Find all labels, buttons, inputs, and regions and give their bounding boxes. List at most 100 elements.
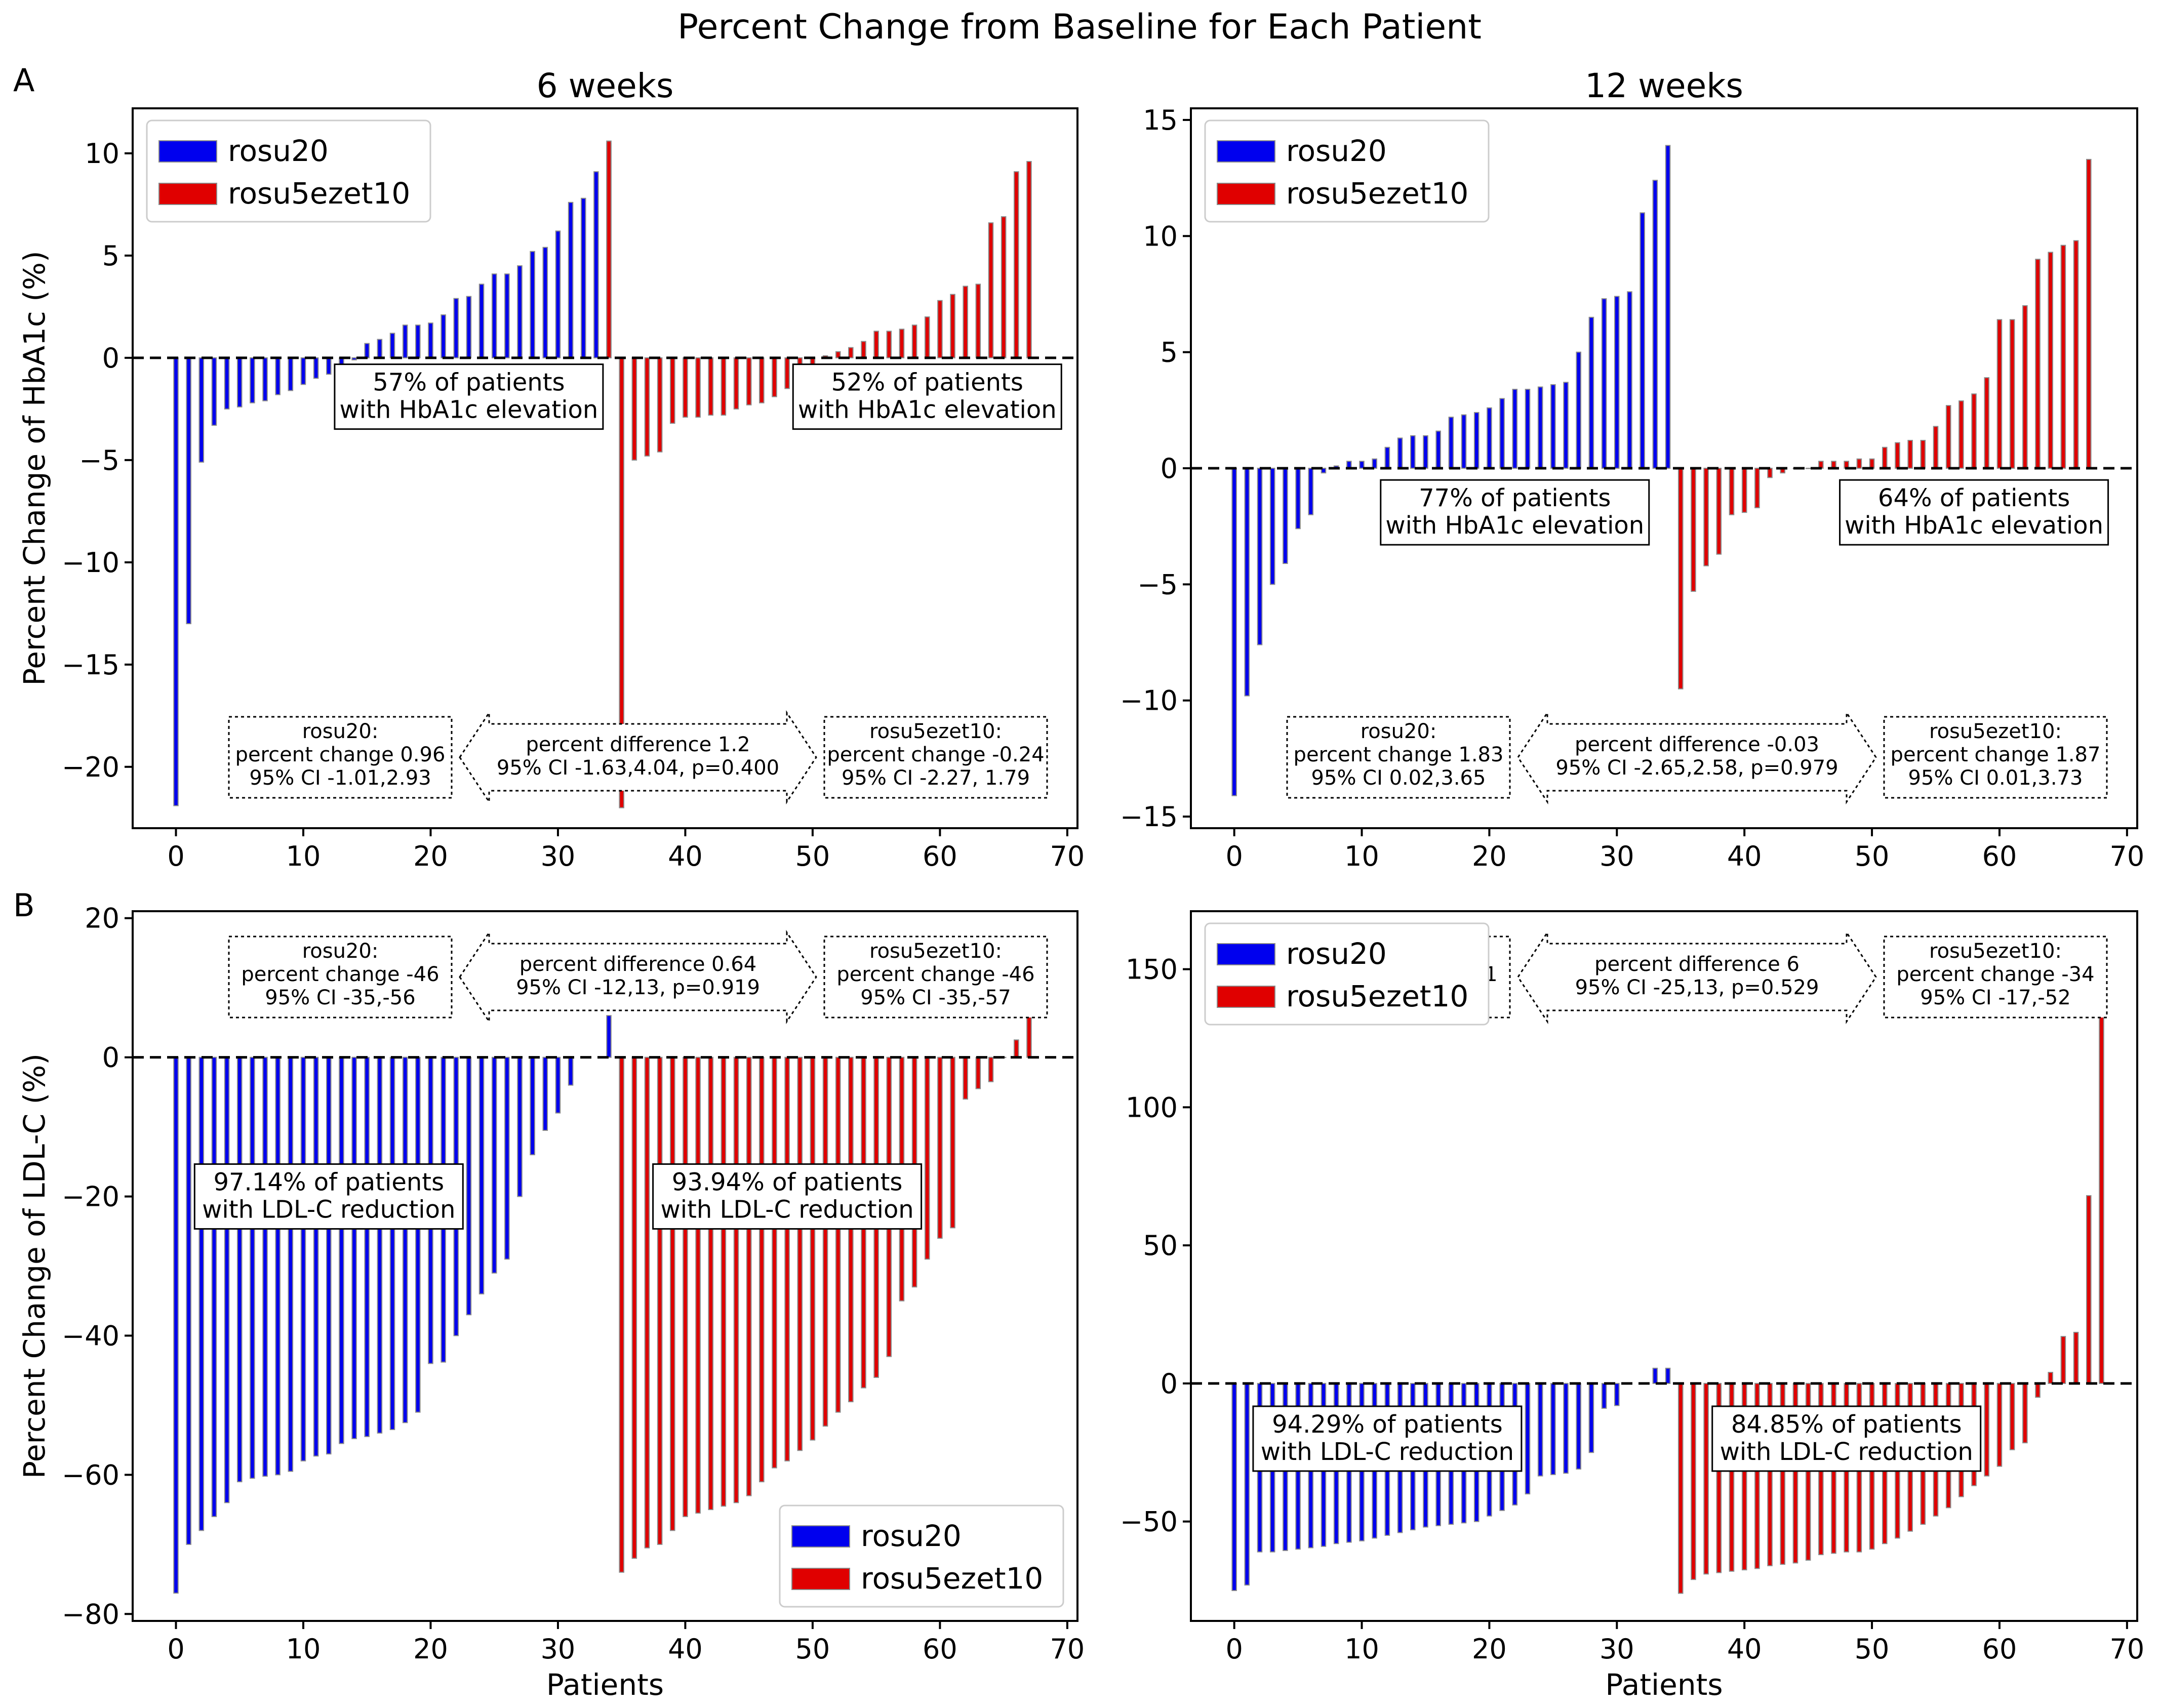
bar-rosu20-26: [504, 1056, 510, 1260]
annotation-line: with LDL-C reduction: [1720, 1438, 1973, 1466]
legend-frame: [146, 119, 431, 223]
stats-arrow: [1517, 929, 1877, 1025]
panel-letter-b: B: [13, 887, 35, 924]
bar-rosu20-14: [351, 357, 357, 360]
y-tick-label: 50: [1143, 1230, 1178, 1262]
bar-rosu5ezet10-41: [695, 357, 701, 418]
annotation-frame: [1711, 1405, 1982, 1472]
y-tick-label: −20: [62, 751, 119, 783]
bar-rosu5ezet10-64: [2048, 252, 2053, 469]
bar-rosu20-33: [1652, 180, 1658, 469]
stats-line-middle: percent difference -0.03: [1575, 733, 1819, 756]
bar-rosu5ezet10-45: [1805, 468, 1811, 469]
bar-rosu5ezet10-58: [911, 324, 917, 358]
stats-line-right: percent change -34: [1896, 963, 2094, 986]
stats-arrow: [1517, 710, 1877, 805]
bar-rosu20-34: [1665, 1367, 1671, 1384]
bar-rosu5ezet10-59: [1984, 377, 1990, 469]
bar-rosu20-5: [1295, 468, 1301, 530]
stats-line-middle: 95% CI -1.63,4.04, p=0.400: [497, 756, 779, 780]
bar-rosu20-30: [1614, 296, 1620, 469]
bar-rosu5ezet10-64: [2048, 1372, 2053, 1384]
legend-frame: [1204, 119, 1490, 223]
bar-rosu20-15: [364, 343, 370, 358]
x-tick-label: 30: [541, 1633, 576, 1665]
bar-rosu20-30: [555, 1056, 561, 1114]
bar-rosu5ezet10-61: [950, 1056, 955, 1229]
bar-rosu20-24: [478, 283, 485, 358]
stats-line-middle: 95% CI -12,13, p=0.919: [516, 976, 760, 999]
bar-rosu20-25: [1550, 384, 1556, 469]
bar-rosu5ezet10-50: [1869, 458, 1875, 469]
bar-rosu20-26: [1563, 1382, 1569, 1474]
stats-line-right: percent change 1.87: [1891, 743, 2101, 766]
axes-frame: [132, 107, 1078, 829]
annotation-frame: [792, 363, 1062, 430]
stats-line-left: percent change -46: [241, 963, 439, 986]
figure-title: Percent Change from Baseline for Each Pa…: [677, 7, 1482, 47]
bar-rosu20-30: [1614, 1382, 1620, 1406]
bar-rosu5ezet10-40: [683, 357, 688, 418]
bar-rosu20-2: [198, 1056, 205, 1531]
x-tick-label: 40: [668, 1633, 703, 1665]
bar-rosu5ezet10-50: [810, 1056, 816, 1441]
x-tick-label: 50: [1855, 1633, 1890, 1665]
y-tick-label: 0: [1161, 1368, 1178, 1400]
stats-line-right: rosu5ezet10:: [869, 940, 1002, 963]
bar-rosu20-23: [1525, 389, 1531, 469]
x-tick-label: 20: [1472, 840, 1507, 872]
y-axis-label: Percent Change of HbA1c (%): [17, 251, 52, 685]
x-tick-label: 70: [1050, 1633, 1085, 1665]
stats-line-middle: 95% CI -2.65,2.58, p=0.979: [1555, 756, 1838, 780]
bar-rosu5ezet10-37: [1703, 468, 1709, 566]
x-tick-label: 60: [923, 1633, 957, 1665]
bar-rosu5ezet10-43: [721, 357, 727, 416]
bar-rosu5ezet10-38: [657, 357, 663, 453]
bar-rosu20-19: [415, 324, 421, 358]
stats-line-left: rosu20:: [302, 940, 379, 963]
bar-rosu20-17: [389, 1056, 395, 1431]
stats-box-right: [1883, 936, 2108, 1019]
bar-rosu20-10: [1359, 461, 1365, 469]
bar-rosu20-13: [339, 1056, 344, 1444]
y-tick-label: 5: [1161, 337, 1178, 369]
bar-rosu20-3: [1269, 468, 1275, 585]
legend-label-rosu20: rosu20: [228, 134, 329, 168]
bar-rosu20-31: [568, 1056, 574, 1086]
legend-swatch-rosu20: [1217, 140, 1275, 162]
x-tick-label: 70: [2109, 1633, 2144, 1665]
bar-rosu5ezet10-60: [1996, 319, 2003, 469]
legend: rosu20 rosu5ezet10: [146, 119, 431, 223]
bar-rosu20-29: [542, 1056, 548, 1131]
stats-line-right: 95% CI -2.27, 1.79: [842, 766, 1030, 790]
bar-rosu5ezet10-59: [924, 316, 930, 358]
bar-rosu5ezet10-41: [1754, 1382, 1760, 1569]
bar-rosu20-11: [1372, 458, 1377, 469]
x-tick-label: 10: [1344, 1633, 1379, 1665]
bar-rosu20-16: [377, 1056, 383, 1434]
x-tick-label: 10: [1344, 840, 1379, 872]
bar-rosu20-23: [466, 1056, 472, 1316]
x-axis-label: Patients: [546, 1668, 664, 1702]
bar-rosu5ezet10-65: [2060, 1336, 2066, 1384]
bar-rosu20-3: [211, 1056, 217, 1517]
stats-line-middle: percent difference 0.64: [519, 953, 757, 976]
bar-rosu5ezet10-58: [1971, 393, 1977, 469]
bar-rosu5ezet10-36: [631, 1056, 637, 1559]
bar-rosu5ezet10-52: [1895, 442, 1900, 469]
bar-rosu20-11: [313, 1056, 319, 1457]
y-tick-label: −15: [1120, 801, 1178, 833]
stats-line-right: 95% CI -35,-57: [860, 986, 1011, 1009]
bar-rosu5ezet10-44: [733, 1056, 739, 1503]
bar-rosu5ezet10-66: [2073, 240, 2079, 469]
bar-rosu20-0: [1231, 1382, 1237, 1591]
annotation-frame: [1839, 479, 2109, 546]
bar-rosu20-27: [1576, 1382, 1582, 1470]
bar-rosu5ezet10-67: [2086, 158, 2092, 469]
bar-rosu5ezet10-62: [963, 286, 968, 358]
y-axis-label: Percent Change of LDL-C (%): [17, 1053, 52, 1479]
bar-rosu5ezet10-65: [2060, 245, 2066, 469]
bar-rosu5ezet10-47: [772, 357, 777, 397]
stats-box-right: [823, 936, 1048, 1019]
